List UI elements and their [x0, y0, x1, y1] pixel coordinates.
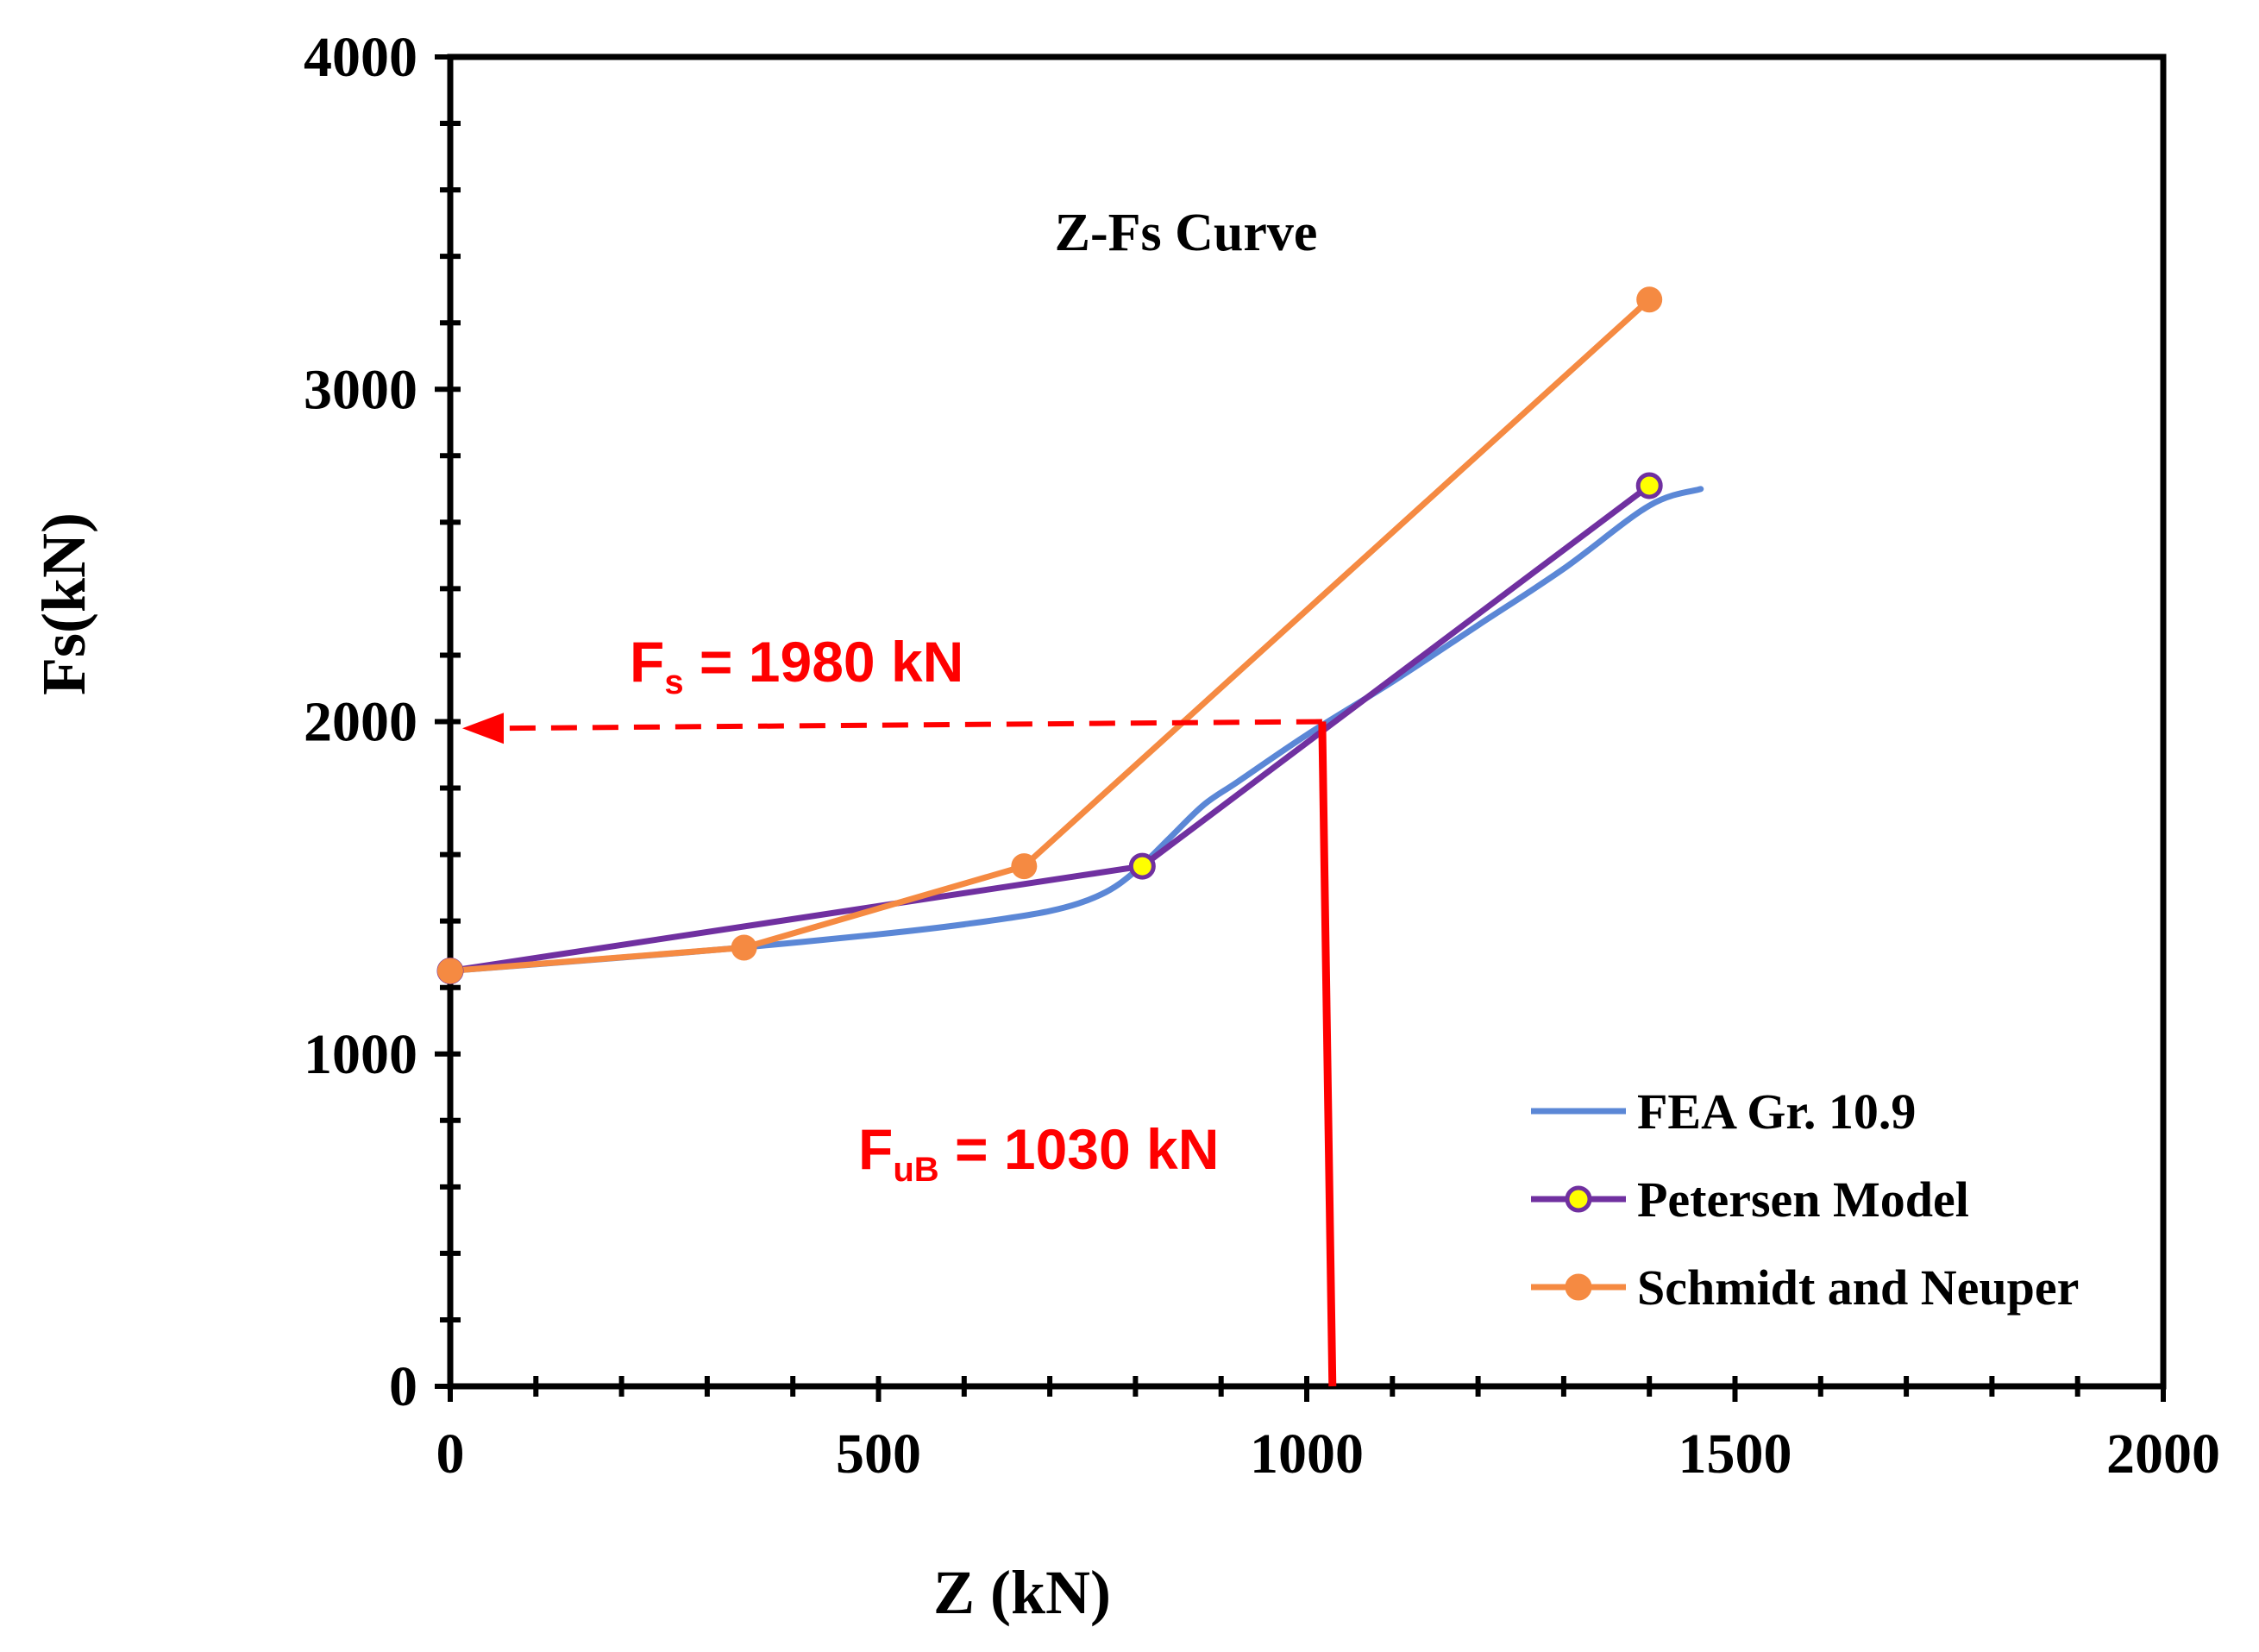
y-tick-label: 4000: [304, 26, 417, 89]
legend: FEA Gr. 10.9 Petersen Model Schmidt and …: [1531, 1084, 2079, 1316]
x-axis-title: Z (kN): [933, 1558, 1111, 1627]
petersen-point: [1128, 852, 1156, 880]
x-tick-label: 0: [436, 1423, 465, 1486]
petersen-point: [1635, 472, 1663, 499]
legend-label-fea: FEA Gr. 10.9: [1637, 1084, 1916, 1140]
legend-label-petersen: Petersen Model: [1637, 1171, 1969, 1228]
fs-arrowhead: [462, 713, 504, 744]
fub-annotation: FuB = 1030 kN: [858, 1117, 1219, 1189]
legend-label-schmidt: Schmidt and Neuper: [1637, 1259, 2079, 1316]
series-schmidt-line: [447, 296, 1653, 974]
x-tick-label: 1000: [1250, 1423, 1364, 1486]
legend-marker-schmidt: [1565, 1273, 1592, 1301]
y-tick-label: 0: [389, 1355, 417, 1418]
y-tick-label: 1000: [304, 1023, 417, 1086]
y-axis-title: Fs(kN): [29, 512, 98, 695]
series-layer: [436, 286, 1704, 984]
y-tick-label: 2000: [304, 691, 417, 754]
y-tick-labels: 0 1000 2000 3000 4000: [304, 26, 417, 1418]
legend-marker-petersen: [1565, 1185, 1592, 1213]
x-tick-label: 2000: [2106, 1423, 2220, 1486]
legend-item-fea: FEA Gr. 10.9: [1531, 1084, 1916, 1140]
x-tick-label: 500: [836, 1423, 921, 1486]
y-tick-label: 3000: [304, 358, 417, 421]
fub-annotation-main: F: [858, 1117, 893, 1181]
fs-annotation: Fs = 1980 kN: [630, 630, 963, 701]
annotation-lines: [462, 713, 1337, 1387]
fub-annotation-subscript: uB: [893, 1151, 938, 1189]
x-tick-labels: 0 500 1000 1500 2000: [436, 1423, 2221, 1486]
x-tick-label: 1500: [1679, 1423, 1792, 1486]
schmidt-point: [1011, 853, 1038, 880]
fs-annotation-value: = 1980 kN: [684, 630, 964, 694]
schmidt-point: [437, 958, 463, 984]
legend-item-schmidt: Schmidt and Neuper: [1531, 1259, 2079, 1316]
fs-annotation-main: F: [630, 630, 664, 694]
fs-dashed-line: [497, 719, 1322, 732]
fub-annotation-value: = 1030 kN: [939, 1117, 1220, 1181]
fub-vertical-line: [1318, 721, 1337, 1387]
chart-title: Z-Fs Curve: [1055, 204, 1318, 262]
schmidt-point: [1636, 286, 1663, 313]
fs-annotation-subscript: s: [664, 663, 683, 701]
legend-item-petersen: Petersen Model: [1531, 1171, 1969, 1228]
tick-marks: [435, 54, 2166, 1402]
schmidt-point: [731, 934, 757, 961]
